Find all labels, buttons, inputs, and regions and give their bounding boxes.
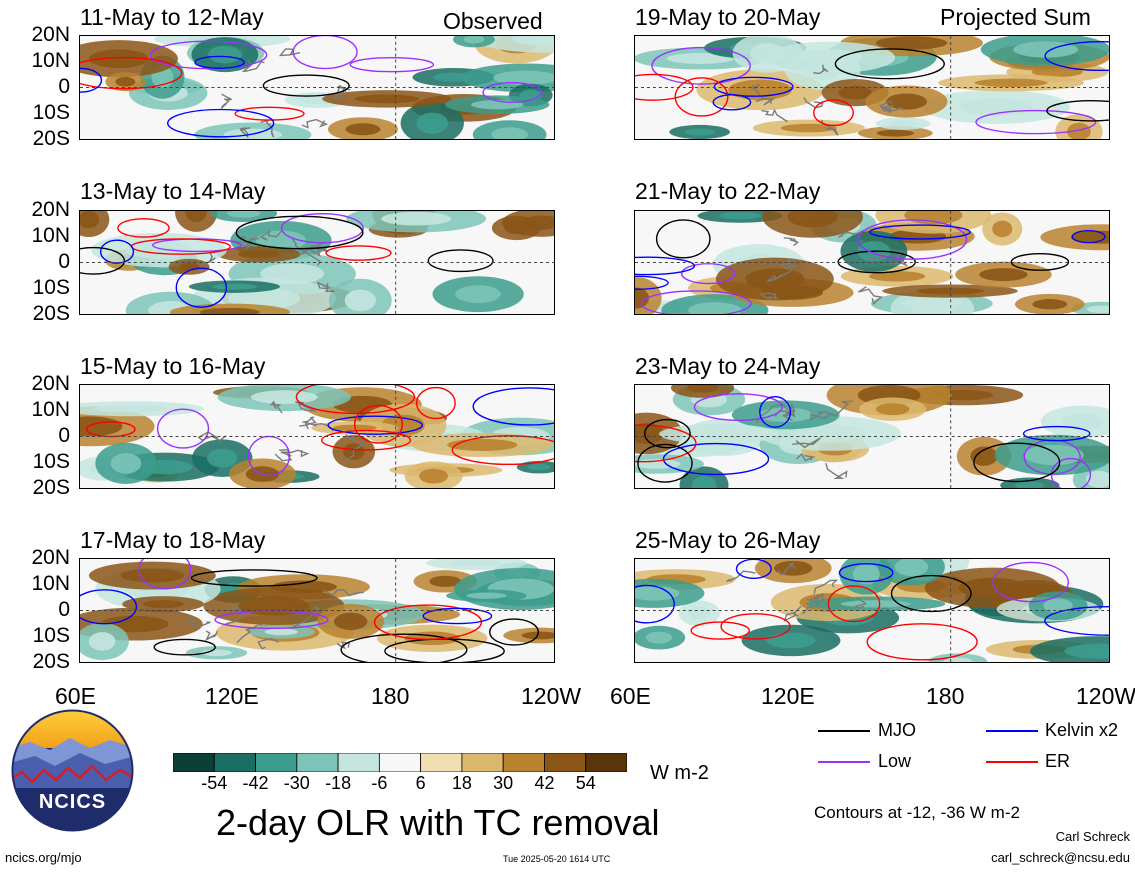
colorbar-swatch-4 xyxy=(337,752,380,773)
lon-label-60e-right: 60E xyxy=(610,683,651,709)
olr-map-right-4 xyxy=(635,559,1109,662)
colorbar-units: W m-2 xyxy=(650,762,709,784)
lat-label-10n-row3: 10N xyxy=(31,398,70,421)
lat-label-20s-row4: 20S xyxy=(32,650,70,673)
lon-label-120e-left: 120E xyxy=(205,683,259,709)
source-url: ncics.org/mjo xyxy=(5,850,82,865)
panel-title-left-3: 15-May to 16-May xyxy=(80,353,266,379)
timestamp: Tue 2025-05-20 1614 UTC xyxy=(503,854,611,864)
colorbar-label-0: -54 xyxy=(201,773,228,793)
lat-label-20n-row4: 20N xyxy=(31,546,70,569)
olr-map-left-2 xyxy=(80,211,554,314)
lat-label-20n-row1: 20N xyxy=(31,23,70,46)
colorbar xyxy=(172,752,628,773)
legend-mjo-label: MJO xyxy=(878,720,916,740)
lat-label-10s-row2: 10S xyxy=(32,276,70,299)
colorbar-swatch-3 xyxy=(296,752,339,773)
lat-label-20n-row2: 20N xyxy=(31,198,70,221)
panel-tag-observed: Observed xyxy=(443,8,543,34)
colorbar-swatch-9 xyxy=(544,752,587,773)
lon-label-180-right: 180 xyxy=(926,683,965,709)
lat-label-10n-row4: 10N xyxy=(31,572,70,595)
lon-label-120w-left: 120W xyxy=(521,683,582,709)
map-panel-right-2 xyxy=(634,210,1110,315)
lat-label-20s-row2: 20S xyxy=(32,302,70,325)
lat-label-10s-row4: 10S xyxy=(32,624,70,647)
panel-title-right-2: 21-May to 22-May xyxy=(635,178,821,204)
panel-tag-projected: Projected Sum xyxy=(940,4,1091,30)
panel-title-right-1: 19-May to 20-May xyxy=(635,4,821,30)
colorbar-label-6: 18 xyxy=(451,773,472,793)
colorbar-swatches xyxy=(172,752,628,773)
legend-er-label: ER xyxy=(1045,751,1071,771)
lat-label-0-row3: 0 xyxy=(58,424,70,447)
ncics-logo: NCICS xyxy=(10,708,135,833)
panel-title-left-4: 17-May to 18-May xyxy=(80,527,266,553)
colorbar-label-9: 54 xyxy=(575,773,596,793)
author-email: carl_schreck@ncsu.edu xyxy=(991,850,1130,865)
map-panel-left-4 xyxy=(79,558,555,663)
colorbar-swatch-6 xyxy=(420,752,463,773)
olr-map-left-3 xyxy=(80,385,554,488)
contours-note: Contours at -12, -36 W m-2 xyxy=(814,803,1020,822)
panel-title-right-4: 25-May to 26-May xyxy=(635,527,821,553)
colorbar-swatch-8 xyxy=(502,752,545,773)
map-panel-left-3 xyxy=(79,384,555,489)
colorbar-label-5: 6 xyxy=(415,773,426,793)
lat-label-20s-row3: 20S xyxy=(32,476,70,499)
map-panel-left-1 xyxy=(79,35,555,140)
olr-map-left-4 xyxy=(80,559,554,662)
colorbar-label-8: 42 xyxy=(534,773,555,793)
colorbar-swatch-10 xyxy=(585,752,628,773)
lat-label-0-row2: 0 xyxy=(58,250,70,273)
map-panel-right-4 xyxy=(634,558,1110,663)
lon-label-180-left: 180 xyxy=(371,683,410,709)
lat-label-20s-row1: 20S xyxy=(32,127,70,150)
lon-label-120w-right: 120W xyxy=(1076,683,1135,709)
olr-map-right-1 xyxy=(635,36,1109,139)
lon-label-60e-left: 60E xyxy=(55,683,96,709)
legend-low-label: Low xyxy=(878,751,912,771)
author-name: Carl Schreck xyxy=(1055,829,1130,844)
colorbar-swatch-0 xyxy=(172,752,215,773)
olr-map-left-1 xyxy=(80,36,554,139)
lat-label-10s-row3: 10S xyxy=(32,450,70,473)
legend-low-line xyxy=(818,751,870,773)
colorbar-label-7: 30 xyxy=(493,773,514,793)
map-panel-right-3 xyxy=(634,384,1110,489)
lat-label-10s-row1: 10S xyxy=(32,101,70,124)
panel-title-left-2: 13-May to 14-May xyxy=(80,178,266,204)
olr-map-right-3 xyxy=(635,385,1109,488)
lon-label-120e-right: 120E xyxy=(761,683,815,709)
legend-mjo-line xyxy=(818,720,870,742)
lat-label-10n-row1: 10N xyxy=(31,49,70,72)
legend-er-line xyxy=(986,751,1038,773)
main-title: 2-day OLR with TC removal xyxy=(216,802,660,843)
lat-label-10n-row2: 10N xyxy=(31,224,70,247)
colorbar-label-3: -18 xyxy=(325,773,352,793)
legend-kelvin-label: Kelvin x2 xyxy=(1045,720,1119,740)
colorbar-swatch-2 xyxy=(255,752,298,773)
panel-title-left-1: 11-May to 12-May xyxy=(80,4,264,30)
panel-title-right-3: 23-May to 24-May xyxy=(635,353,821,379)
lat-label-20n-row3: 20N xyxy=(31,372,70,395)
colorbar-swatch-1 xyxy=(213,752,256,773)
colorbar-swatch-5 xyxy=(378,752,422,773)
lat-label-0-row1: 0 xyxy=(58,75,70,98)
colorbar-swatch-7 xyxy=(461,752,504,773)
map-panel-right-1 xyxy=(634,35,1110,140)
olr-map-right-2 xyxy=(635,211,1109,314)
map-panel-left-2 xyxy=(79,210,555,315)
colorbar-label-4: -6 xyxy=(371,773,388,793)
logo-text: NCICS xyxy=(38,791,107,813)
legend-kelvin-line xyxy=(986,720,1038,742)
colorbar-label-1: -42 xyxy=(242,773,269,793)
colorbar-label-2: -30 xyxy=(283,773,310,793)
lat-label-0-row4: 0 xyxy=(58,598,70,621)
